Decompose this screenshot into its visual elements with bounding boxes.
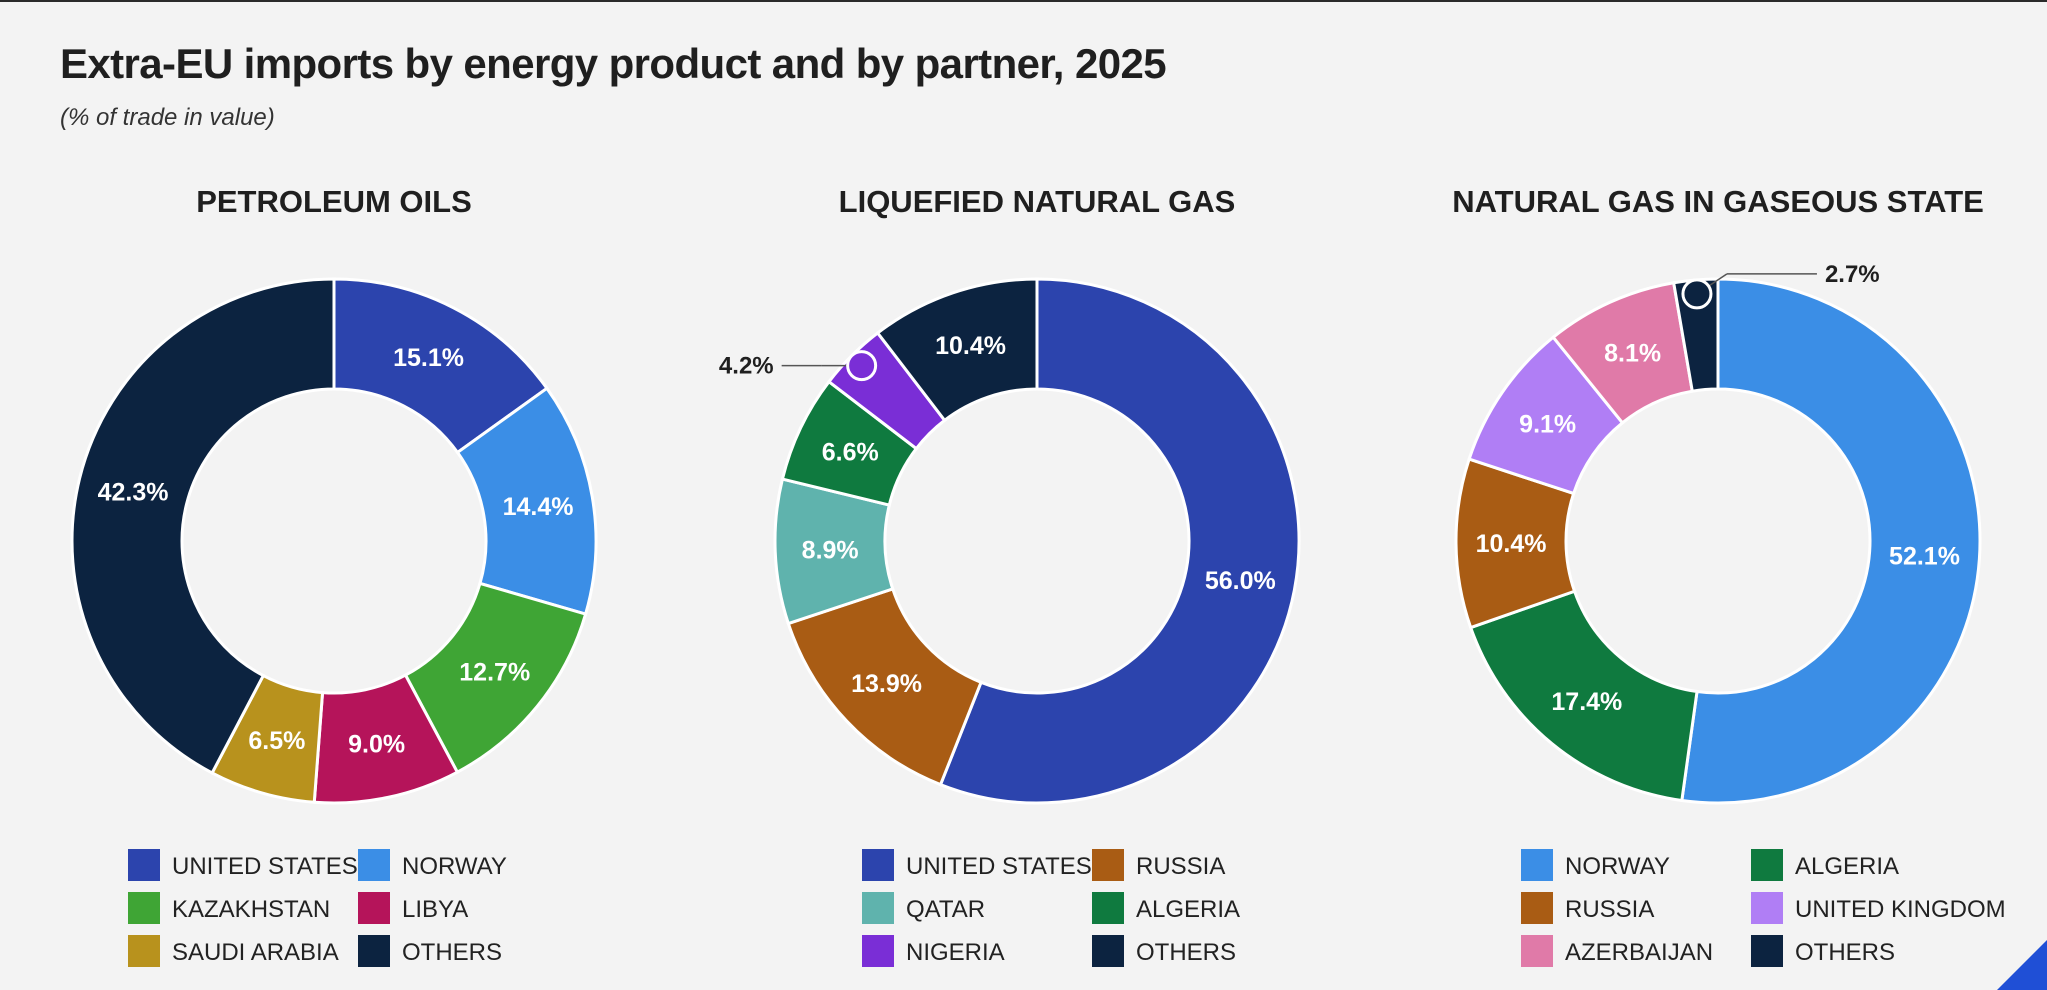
legend-label-others: OTHERS bbox=[1795, 939, 1895, 966]
legend-swatch-norway bbox=[358, 849, 390, 881]
legend-label-norway: NORWAY bbox=[1565, 853, 1670, 880]
legend-label-russia: RUSSIA bbox=[1136, 853, 1225, 880]
donut-chart-natural-gas-in-gaseous-state: NATURAL GAS IN GASEOUS STATE 52.1% 17.4% 10… bbox=[1452, 184, 2006, 967]
slice-label-norway: 14.4% bbox=[503, 493, 574, 521]
legend-swatch-united-states bbox=[128, 849, 160, 881]
legend-label-qatar: QATAR bbox=[906, 896, 985, 923]
legend-label-united-states: UNITED STATES bbox=[172, 853, 358, 880]
legend-swatch-kazakhstan bbox=[128, 892, 160, 924]
legend: UNITED STATES RUSSIA QATAR ALGERIA NIGERIA OT… bbox=[862, 849, 1240, 967]
page-title: Extra-EU imports by energy product and b… bbox=[60, 40, 1167, 87]
legend-label-algeria: ALGERIA bbox=[1795, 853, 1899, 880]
chart-title: LIQUEFIED NATURAL GAS bbox=[839, 184, 1236, 219]
legend: UNITED STATES NORWAY KAZAKHSTAN LIBYA SAUDI … bbox=[128, 849, 507, 967]
legend-swatch-algeria bbox=[1092, 892, 1124, 924]
chart-title: NATURAL GAS IN GASEOUS STATE bbox=[1452, 184, 1984, 219]
slice-label-nigeria: 4.2% bbox=[719, 353, 774, 380]
legend-label-azerbaijan: AZERBAIJAN bbox=[1565, 939, 1713, 966]
legend-label-others: OTHERS bbox=[1136, 939, 1236, 966]
legend-swatch-algeria bbox=[1751, 849, 1783, 881]
legend-swatch-others bbox=[358, 935, 390, 967]
legend-swatch-russia bbox=[1092, 849, 1124, 881]
legend-swatch-others bbox=[1751, 935, 1783, 967]
slice-label-others: 2.7% bbox=[1825, 261, 1880, 288]
page-subtitle: (% of trade in value) bbox=[60, 104, 275, 131]
slice-label-russia: 13.9% bbox=[851, 670, 922, 698]
legend-label-nigeria: NIGERIA bbox=[906, 939, 1005, 966]
slice-others bbox=[875, 277, 1039, 423]
legend-swatch-united-kingdom bbox=[1751, 892, 1783, 924]
legend-label-united-kingdom: UNITED KINGDOM bbox=[1795, 896, 2006, 923]
callout-dot bbox=[846, 350, 878, 382]
legend-swatch-united-states bbox=[862, 849, 894, 881]
slice-label-algeria: 17.4% bbox=[1551, 688, 1622, 716]
slice-label-algeria: 6.6% bbox=[822, 439, 879, 467]
slice-united-states bbox=[938, 277, 1301, 805]
slice-label-azerbaijan: 8.1% bbox=[1604, 339, 1661, 367]
slice-label-others: 42.3% bbox=[98, 478, 169, 506]
slice-label-norway: 52.1% bbox=[1889, 542, 1960, 570]
slice-label-qatar: 8.9% bbox=[802, 536, 859, 564]
brand-corner-icon bbox=[1997, 940, 2047, 990]
legend-swatch-norway bbox=[1521, 849, 1553, 881]
slice-label-libya: 9.0% bbox=[348, 731, 405, 759]
legend-swatch-others bbox=[1092, 935, 1124, 967]
legend-label-saudi-arabia: SAUDI ARABIA bbox=[172, 939, 339, 966]
legend-label-kazakhstan: KAZAKHSTAN bbox=[172, 896, 330, 923]
legend-label-others: OTHERS bbox=[402, 939, 502, 966]
slice-label-united-states: 15.1% bbox=[393, 344, 464, 372]
slice-norway bbox=[1680, 277, 1982, 805]
slice-label-russia: 10.4% bbox=[1476, 530, 1547, 558]
legend-swatch-azerbaijan bbox=[1521, 935, 1553, 967]
donut-chart-liquefied-natural-gas: LIQUEFIED NATURAL GAS 56.0% 13.9% 8.9% 6.6% 4… bbox=[719, 184, 1301, 967]
legend-label-libya: LIBYA bbox=[402, 896, 468, 923]
legend-label-united-states: UNITED STATES bbox=[906, 853, 1092, 880]
legend-swatch-qatar bbox=[862, 892, 894, 924]
legend-label-algeria: ALGERIA bbox=[1136, 896, 1240, 923]
legend-swatch-russia bbox=[1521, 892, 1553, 924]
legend: NORWAY ALGERIA RUSSIA UNITED KINGDOM AZERBAI… bbox=[1521, 849, 2006, 967]
legend-label-russia: RUSSIA bbox=[1565, 896, 1654, 923]
slice-label-united-states: 56.0% bbox=[1205, 567, 1276, 595]
slice-label-saudi-arabia: 6.5% bbox=[248, 727, 305, 755]
slice-label-others: 10.4% bbox=[935, 332, 1006, 360]
legend-swatch-saudi-arabia bbox=[128, 935, 160, 967]
slice-algeria bbox=[1468, 589, 1699, 803]
callout-dot bbox=[1681, 278, 1713, 310]
legend-swatch-libya bbox=[358, 892, 390, 924]
chart-title: PETROLEUM OILS bbox=[196, 184, 472, 219]
legend-label-norway: NORWAY bbox=[402, 853, 507, 880]
donut-chart-petroleum-oils: PETROLEUM OILS 15.1% 14.4% 12.7% 9.0% 6.5% 42.… bbox=[70, 184, 598, 967]
legend-swatch-nigeria bbox=[862, 935, 894, 967]
top-rule bbox=[0, 0, 2047, 2]
slice-others bbox=[70, 277, 336, 775]
slice-label-kazakhstan: 12.7% bbox=[459, 658, 530, 686]
slice-label-united-kingdom: 9.1% bbox=[1519, 410, 1576, 438]
slice-others bbox=[1671, 277, 1720, 393]
